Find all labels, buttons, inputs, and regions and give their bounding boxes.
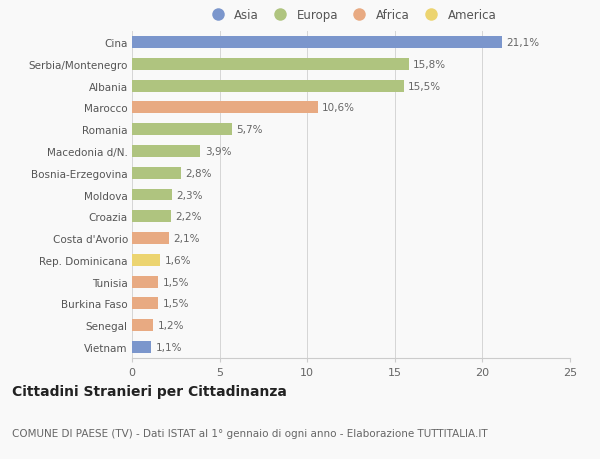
Bar [132,124,232,136]
Text: 2,2%: 2,2% [175,212,202,222]
Text: 21,1%: 21,1% [506,38,539,48]
Text: 1,5%: 1,5% [163,299,189,309]
Bar [132,80,404,92]
Bar [132,59,409,71]
Bar [132,298,158,310]
Text: 5,7%: 5,7% [236,125,263,135]
Bar [132,276,158,288]
Bar [132,168,181,179]
Text: 15,5%: 15,5% [408,81,441,91]
Bar [132,37,502,49]
Bar [132,319,153,331]
Legend: Asia, Europa, Africa, America: Asia, Europa, Africa, America [206,9,496,22]
Text: 2,1%: 2,1% [173,234,200,244]
Text: Cittadini Stranieri per Cittadinanza: Cittadini Stranieri per Cittadinanza [12,384,287,398]
Bar [132,189,172,201]
Text: 1,2%: 1,2% [157,320,184,330]
Bar [132,341,151,353]
Text: 2,8%: 2,8% [185,168,212,179]
Text: 3,9%: 3,9% [205,146,231,157]
Text: 1,6%: 1,6% [164,255,191,265]
Text: 10,6%: 10,6% [322,103,355,113]
Bar [132,254,160,266]
Bar [132,233,169,245]
Text: 1,5%: 1,5% [163,277,189,287]
Bar [132,146,200,157]
Text: 1,1%: 1,1% [155,342,182,352]
Bar [132,211,170,223]
Text: 15,8%: 15,8% [413,60,446,70]
Text: COMUNE DI PAESE (TV) - Dati ISTAT al 1° gennaio di ogni anno - Elaborazione TUTT: COMUNE DI PAESE (TV) - Dati ISTAT al 1° … [12,428,488,438]
Text: 2,3%: 2,3% [176,190,203,200]
Bar [132,102,318,114]
